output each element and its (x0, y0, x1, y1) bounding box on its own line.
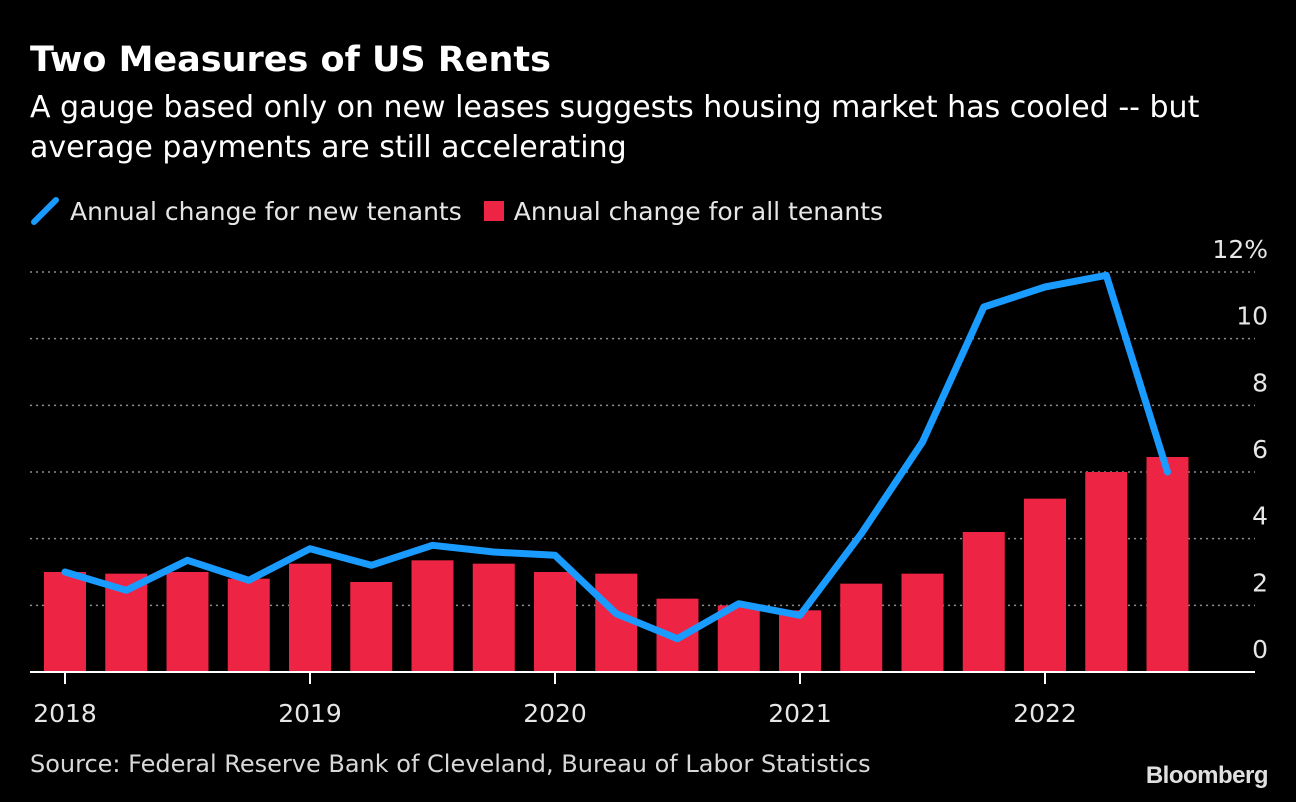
bar (289, 563, 331, 672)
y-tick-label: 2 (1252, 568, 1268, 597)
bar (227, 578, 270, 672)
legend-label-all-tenants: Annual change for all tenants (513, 196, 884, 226)
chart-title: Two Measures of US Rents (30, 40, 551, 80)
bar (534, 572, 576, 672)
y-tick-label: 6 (1252, 435, 1268, 464)
y-tick-label: 4 (1252, 502, 1268, 531)
bar (350, 582, 393, 672)
x-tick-label: 2020 (523, 699, 587, 728)
bar (1085, 472, 1128, 672)
chart-subtitle: A gauge based only on new leases suggest… (30, 90, 1200, 165)
x-tick-label: 2022 (1013, 699, 1077, 728)
bar (472, 563, 515, 672)
x-tick-label: 2021 (768, 699, 832, 728)
bar (166, 572, 209, 672)
legend-item-all-tenants: Annual change for all tenants (483, 196, 884, 226)
legend-bar-swatch (483, 201, 504, 221)
y-tick-label: 12% (1212, 235, 1268, 264)
x-tick-label: 2019 (278, 699, 342, 728)
source-note: Source: Federal Reserve Bank of Clevelan… (30, 750, 871, 778)
bloomberg-logo: Bloomberg (1145, 762, 1269, 789)
y-tick-label: 8 (1252, 368, 1268, 397)
bar (962, 532, 1005, 672)
y-tick-label: 10 (1236, 302, 1268, 331)
bar (44, 572, 86, 672)
bar (901, 573, 944, 672)
bar (1024, 498, 1066, 672)
x-tick-label: 2018 (33, 699, 97, 728)
bar (1146, 457, 1189, 672)
legend-item-new-tenants: Annual change for new tenants (30, 196, 462, 226)
bar (840, 583, 883, 672)
legend: Annual change for new tenants Annual cha… (30, 193, 905, 229)
y-tick-label: 0 (1252, 635, 1268, 664)
bar (779, 610, 821, 672)
bar (717, 605, 760, 672)
bar (411, 560, 454, 672)
legend-label-new-tenants: Annual change for new tenants (70, 196, 462, 226)
legend-line-swatch (31, 197, 59, 225)
